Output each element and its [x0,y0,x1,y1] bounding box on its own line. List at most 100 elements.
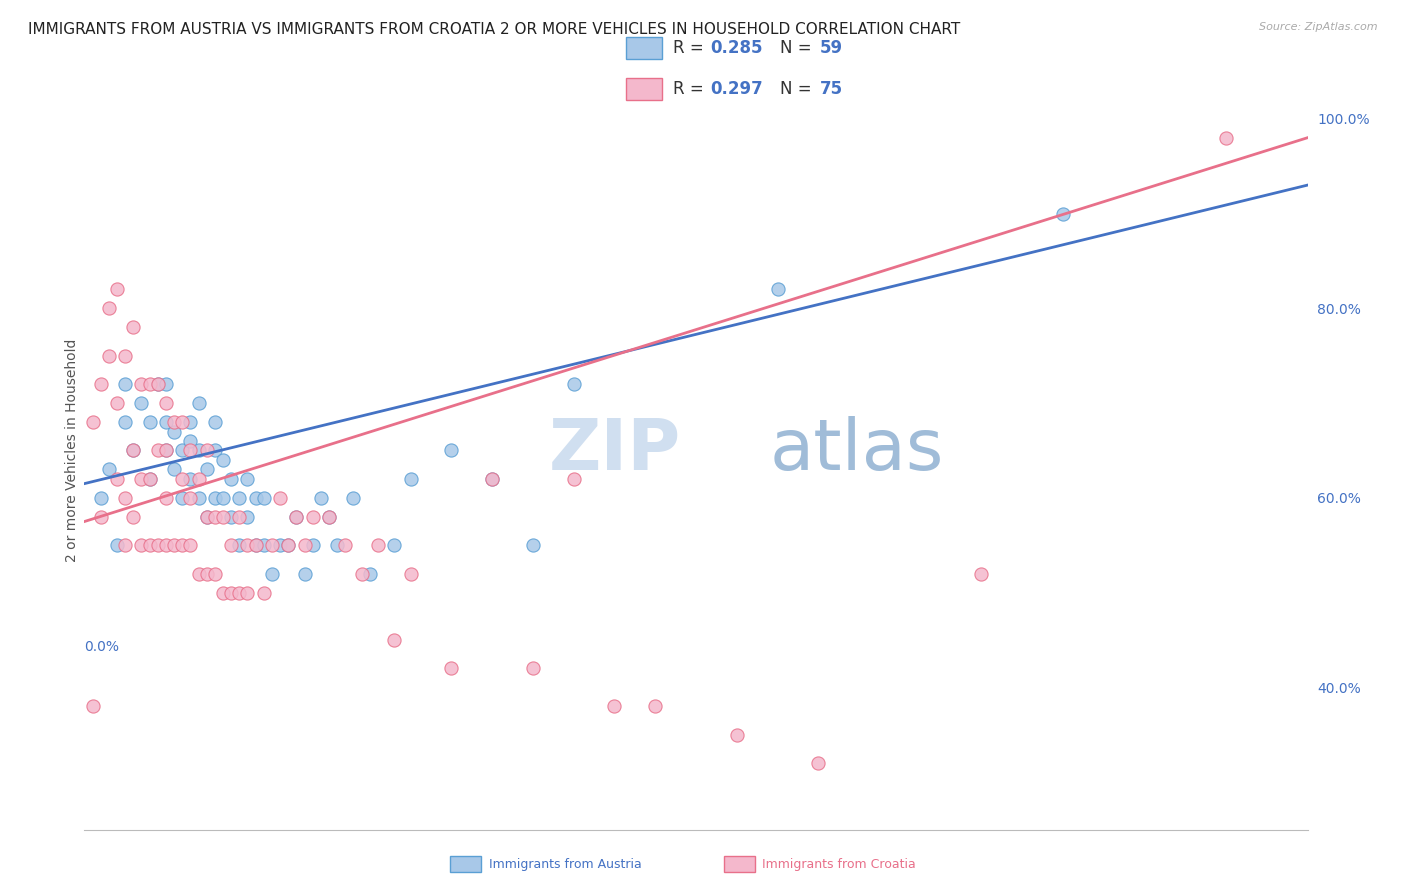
Text: N =: N = [780,79,817,97]
Point [253,585,276,599]
Point [131,472,153,486]
Point [285,509,308,524]
Point [236,585,259,599]
Point [131,377,153,392]
Point [122,443,145,458]
Point [163,538,186,552]
Point [318,509,340,524]
Point [90,377,112,392]
Point [138,415,160,429]
Point [105,396,128,410]
Point [382,538,405,552]
Point [236,538,259,552]
Point [204,566,226,581]
Text: 59: 59 [820,39,842,57]
Point [114,538,136,552]
Point [146,538,169,552]
Point [82,699,104,714]
Point [260,566,283,581]
Point [155,377,177,392]
Point [146,377,169,392]
Point [301,538,323,552]
Point [212,453,235,467]
Point [138,472,160,486]
Point [195,462,218,476]
Text: 0.0%: 0.0% [84,640,120,654]
Point [195,443,218,458]
Point [105,472,128,486]
Point [285,509,308,524]
Point [269,538,291,552]
Point [228,509,250,524]
Point [603,699,626,714]
Point [131,396,153,410]
Point [82,415,104,429]
Point [97,301,120,316]
Text: R =: R = [673,79,710,97]
Point [399,566,422,581]
Text: ZIP: ZIP [550,416,682,485]
Point [440,661,463,675]
Point [90,509,112,524]
Point [195,509,218,524]
Text: 75: 75 [820,79,842,97]
Text: Immigrants from Croatia: Immigrants from Croatia [762,858,915,871]
Point [253,538,276,552]
Point [562,377,585,392]
Text: R =: R = [673,39,710,57]
Point [138,538,160,552]
Point [172,538,194,552]
Point [155,443,177,458]
Point [155,415,177,429]
Point [122,320,145,334]
Point [204,491,226,505]
Point [122,443,145,458]
Point [481,472,503,486]
Point [1215,130,1237,145]
Point [187,472,209,486]
Point [204,415,226,429]
Point [236,472,259,486]
Text: 0.297: 0.297 [710,79,763,97]
Point [219,585,242,599]
Point [97,349,120,363]
Point [245,538,267,552]
Y-axis label: 2 or more Vehicles in Household: 2 or more Vehicles in Household [65,339,79,562]
Point [245,538,267,552]
Point [644,699,666,714]
Point [114,377,136,392]
Point [350,566,373,581]
Text: IMMIGRANTS FROM AUSTRIA VS IMMIGRANTS FROM CROATIA 2 OR MORE VEHICLES IN HOUSEHO: IMMIGRANTS FROM AUSTRIA VS IMMIGRANTS FR… [28,22,960,37]
Point [269,491,291,505]
Point [277,538,299,552]
Point [301,509,323,524]
Point [212,585,235,599]
Point [522,661,544,675]
Point [187,396,209,410]
Point [253,491,276,505]
Point [114,415,136,429]
Point [122,509,145,524]
Point [138,472,160,486]
Point [228,491,250,505]
FancyBboxPatch shape [626,37,662,59]
Point [187,566,209,581]
Point [260,538,283,552]
Point [562,472,585,486]
Point [212,491,235,505]
Text: Source: ZipAtlas.com: Source: ZipAtlas.com [1260,22,1378,32]
Point [172,491,194,505]
Point [105,282,128,296]
Point [179,434,201,448]
Text: atlas: atlas [769,416,943,485]
Point [204,509,226,524]
Point [294,566,316,581]
Point [138,377,160,392]
Point [219,538,242,552]
Point [187,491,209,505]
FancyBboxPatch shape [626,78,662,100]
Point [766,282,789,296]
Point [219,472,242,486]
Point [318,509,340,524]
Point [725,728,748,742]
